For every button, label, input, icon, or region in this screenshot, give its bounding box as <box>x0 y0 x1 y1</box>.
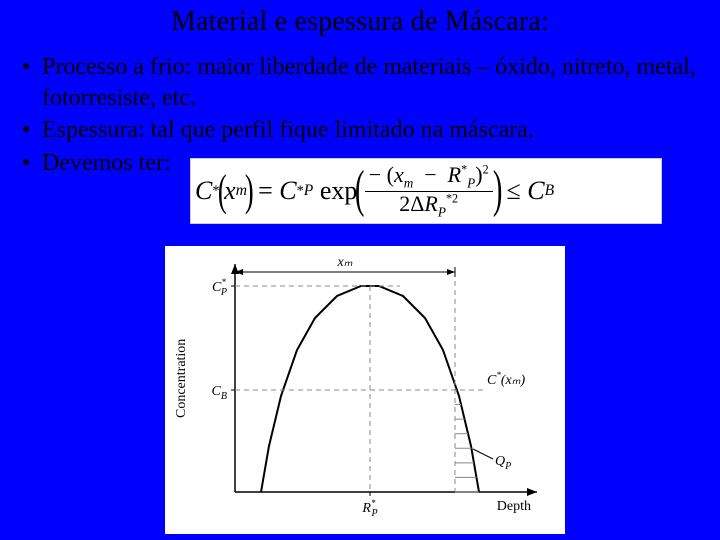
fx-fraction: − (xm − R*P)2 2ΔRP*2 <box>365 163 493 219</box>
fx-den-R: R <box>424 191 437 216</box>
fx-Cp-sup: * <box>297 183 304 200</box>
fx-num-sq: 2 <box>483 163 489 177</box>
svg-text:Concentration: Concentration <box>174 339 189 418</box>
svg-text:CB: CB <box>212 384 227 402</box>
minus-icon: − <box>369 162 381 187</box>
svg-text:R*P: R*P <box>361 498 377 519</box>
fx-CB-B: B <box>545 182 555 200</box>
fx-den-Rp: P <box>438 204 446 219</box>
formula: C* ( xm ) = C*P exp ( − (xm − R*P)2 2ΔRP… <box>191 159 661 223</box>
bullet-item: Espessura: tal que perfil fique limitado… <box>20 115 700 146</box>
svg-text:xₘ: xₘ <box>337 255 353 270</box>
rparen-icon: ) <box>245 165 254 216</box>
bullet-item: Processo a frio: maior liberdade de mate… <box>20 52 700 113</box>
fx-CB-C: C <box>527 176 544 206</box>
fx-leq: ≤ <box>506 176 520 206</box>
lparen-icon: ( <box>217 165 226 216</box>
fx-num-minus: − <box>424 162 436 187</box>
fx-num-x: x <box>394 162 404 187</box>
lbig-paren-icon: ( <box>355 160 365 219</box>
chart-svg: Depth Concentration xₘ C*P CB R*P C*(xₘ) QP <box>165 246 565 534</box>
rbig-paren-icon: ) <box>493 160 503 219</box>
svg-text:C*P: C*P <box>212 277 227 298</box>
concentration-depth-chart: Depth Concentration xₘ C*P CB R*P C*(xₘ) QP <box>165 246 565 534</box>
svg-text:C*(xₘ): C*(xₘ) <box>487 370 525 388</box>
fx-C: C <box>195 176 212 206</box>
fx-Cp-sub: P <box>304 182 314 200</box>
svg-text:Depth: Depth <box>497 499 531 514</box>
fx-num-R: R <box>448 162 461 187</box>
equals-icon: = <box>252 176 280 206</box>
fx-den-Rs: *2 <box>446 191 458 205</box>
fx-den-2: 2 <box>399 191 410 216</box>
formula-box: C* ( xm ) = C*P exp ( − (xm − R*P)2 2ΔRP… <box>190 158 662 224</box>
page-title: Material e espessura de Máscara: <box>0 0 720 38</box>
fx-Cp-C: C <box>279 176 296 206</box>
fx-den-delta: Δ <box>410 191 424 216</box>
fx-exp: exp <box>320 176 358 206</box>
svg-text:QP: QP <box>495 454 511 472</box>
fx-num-xm: m <box>404 176 414 191</box>
